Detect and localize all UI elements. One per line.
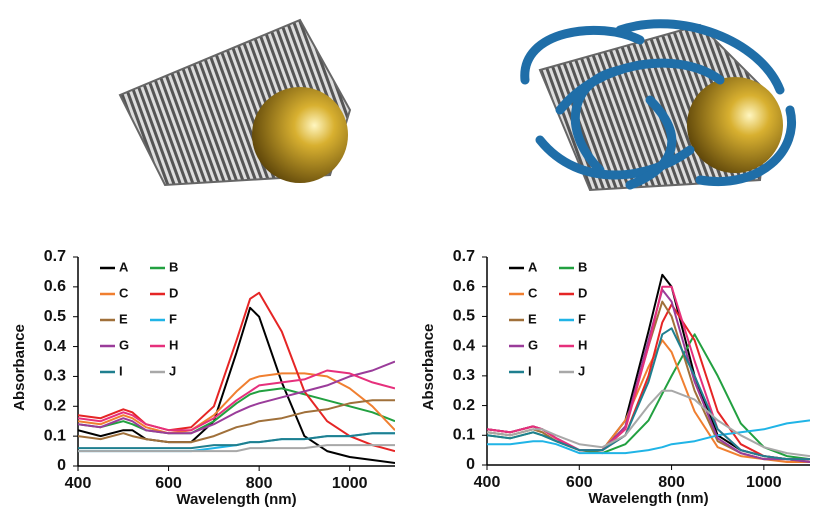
legend-label: J xyxy=(578,363,585,378)
y-tick-label: 0.6 xyxy=(44,278,66,295)
series-line xyxy=(78,432,395,450)
y-tick-label: 0.3 xyxy=(453,367,475,384)
legend-label: D xyxy=(169,285,178,300)
x-tick-label: 400 xyxy=(65,475,92,492)
x-tick-label: 800 xyxy=(658,474,685,491)
y-axis-label: Absorbance xyxy=(11,324,28,411)
series-line xyxy=(78,399,395,444)
y-tick-label: 0.2 xyxy=(44,398,66,415)
y-tick-label: 0 xyxy=(57,457,66,474)
legend-label: F xyxy=(169,311,177,326)
x-axis-label: Wavelength (nm) xyxy=(588,490,708,507)
legend-label: I xyxy=(528,363,532,378)
x-tick-label: 400 xyxy=(474,474,501,491)
legend-label: E xyxy=(119,311,128,326)
series-line xyxy=(78,369,395,432)
x-tick-label: 1000 xyxy=(746,474,782,491)
legend-label: C xyxy=(119,285,129,300)
legend-label: G xyxy=(528,337,538,352)
y-tick-label: 0.1 xyxy=(453,427,475,444)
x-tick-label: 600 xyxy=(155,475,182,492)
y-tick-label: 0.5 xyxy=(453,308,475,325)
series-line xyxy=(487,419,810,455)
legend-label: D xyxy=(578,285,587,300)
y-tick-label: 0.4 xyxy=(453,337,475,354)
y-tick-label: 0.7 xyxy=(453,248,475,265)
x-tick-label: 600 xyxy=(566,474,593,491)
series-line xyxy=(78,291,395,453)
y-tick-label: 0.1 xyxy=(44,427,66,444)
legend-label: H xyxy=(578,337,587,352)
y-axis-label: Absorbance xyxy=(420,324,437,411)
legend-label: A xyxy=(119,259,129,274)
y-tick-label: 0.2 xyxy=(453,397,475,414)
y-tick-label: 0.5 xyxy=(44,308,66,325)
x-tick-label: 800 xyxy=(246,475,273,492)
y-tick-label: 0.4 xyxy=(44,338,66,355)
y-tick-label: 0.6 xyxy=(453,278,475,295)
nanorod-illustration xyxy=(118,18,352,187)
series-line xyxy=(78,306,395,464)
series-line xyxy=(487,389,810,458)
legend-label: F xyxy=(578,311,586,326)
series-line xyxy=(78,372,395,435)
y-tick-label: 0 xyxy=(466,456,475,473)
x-tick-label: 1000 xyxy=(332,475,368,492)
legend-label: G xyxy=(119,337,129,352)
legend-label: I xyxy=(119,363,123,378)
legend-label: A xyxy=(528,259,538,274)
legend-label: B xyxy=(169,259,178,274)
legend-label: E xyxy=(528,311,537,326)
series-line xyxy=(78,444,395,453)
legend-label: J xyxy=(169,363,176,378)
series-line xyxy=(487,327,810,461)
y-tick-label: 0.3 xyxy=(44,368,66,385)
y-tick-label: 0.7 xyxy=(44,248,66,265)
series-line xyxy=(78,387,395,435)
legend-label: H xyxy=(169,337,178,352)
legend-label: B xyxy=(578,259,587,274)
series-line xyxy=(78,360,395,435)
legend-label: C xyxy=(528,285,538,300)
coated-nanorod-illustration xyxy=(520,19,796,192)
x-axis-label: Wavelength (nm) xyxy=(176,491,296,508)
